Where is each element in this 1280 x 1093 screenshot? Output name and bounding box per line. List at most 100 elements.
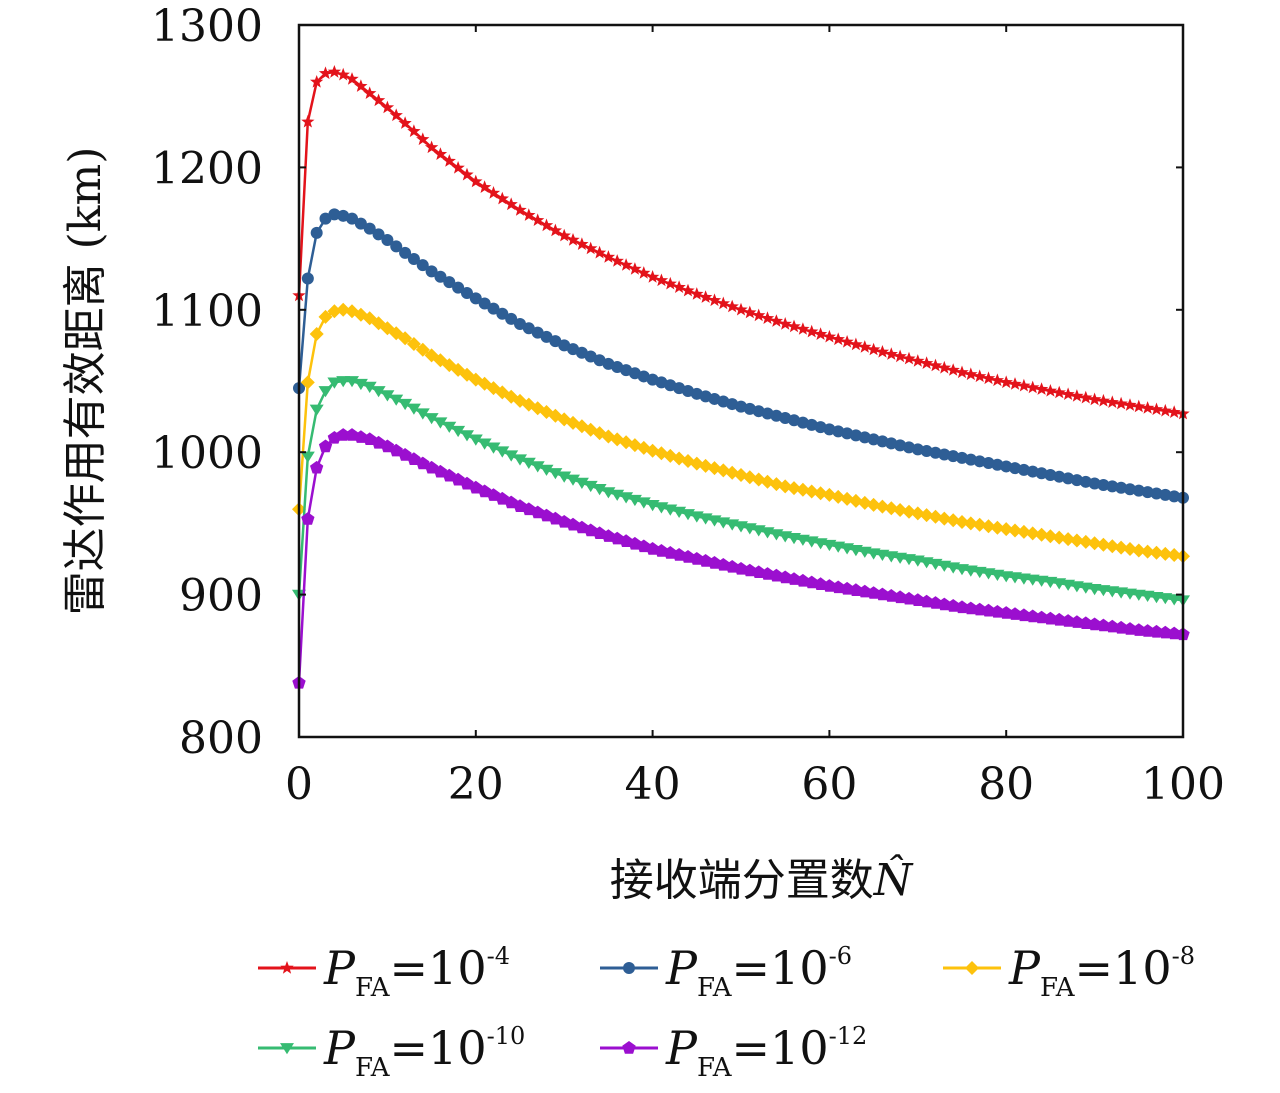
y-tick-label: 1100 [151,286,263,337]
legend-label-main: P [323,1021,356,1075]
data-point [1140,544,1155,559]
data-point [1141,401,1155,414]
data-point [478,180,492,193]
legend-label-sub: FA [355,1053,391,1083]
data-point [610,254,624,267]
data-point [1043,529,1058,544]
data-point [937,511,952,526]
data-point [354,217,367,230]
data-point [955,365,969,379]
data-point [389,394,404,406]
data-point [407,253,420,266]
data-point [795,482,810,497]
data-point [1061,387,1075,400]
data-point [495,446,510,458]
data-point [353,378,368,391]
legend-label-sub: FA [355,973,391,1003]
data-point [1159,488,1172,501]
legend-label-main: P [665,941,698,995]
data-point [1052,385,1066,399]
data-point [1034,527,1049,542]
data-point [398,398,413,411]
legend-label: PFA=10-8 [1008,941,1195,1003]
legend-label: PFA=10-6 [665,941,852,1003]
data-point [424,140,439,154]
legend-label-main: P [323,941,356,995]
data-point [407,124,421,137]
data-point [318,309,333,324]
data-point [1158,546,1173,561]
data-point [381,234,394,247]
data-point [521,457,536,469]
data-point [1052,612,1066,626]
data-point [486,442,501,454]
data-point [583,480,598,493]
data-point [1026,380,1040,394]
data-point [1150,487,1163,500]
series-3 [292,376,1190,607]
data-point [416,132,430,146]
legend-item: PFA=10-12 [600,1021,867,1083]
data-point [663,276,677,290]
data-point [336,67,350,81]
data-point [955,515,969,529]
data-point [645,270,660,283]
data-point [415,342,430,357]
data-point [416,259,429,272]
data-point [531,213,545,226]
data-point [805,324,819,338]
data-point [380,100,395,114]
data-point [964,367,978,381]
data-point [1132,399,1146,413]
data-point [496,307,509,320]
data-point [928,358,943,372]
data-point [310,226,323,239]
data-point [796,322,810,335]
data-point [575,237,589,250]
data-point [787,481,801,496]
legend-label-exp: -12 [829,1022,868,1050]
series-0 [292,65,1190,420]
data-point [628,262,642,275]
legend-label-sub: FA [1040,973,1076,1003]
data-point [778,317,792,330]
data-point [434,270,447,283]
data-point [574,477,589,489]
data-point [327,377,342,389]
data-point [1123,483,1136,496]
legend-label: PFA=10-12 [665,1021,867,1083]
data-point [584,241,598,255]
data-point [1158,403,1172,417]
data-point [884,347,898,360]
data-point [672,280,686,293]
data-point [301,512,315,525]
data-point [327,304,342,319]
series-4 [292,428,1190,689]
series-layer [292,65,1190,689]
data-point [725,299,739,313]
data-point [398,116,412,129]
data-point [1016,524,1031,539]
data-point [981,519,996,534]
data-point [911,354,925,367]
data-point [336,302,351,317]
data-point [1052,530,1067,545]
data-point [760,311,775,324]
data-point [1149,545,1164,560]
data-point [1168,490,1181,503]
data-point [327,65,341,78]
data-point [310,75,324,88]
data-point [478,297,491,310]
data-point [787,319,801,333]
data-point [999,522,1014,537]
data-point [548,468,563,480]
x-tick-label: 20 [448,759,504,810]
data-point [1087,392,1102,406]
data-point [919,508,934,523]
data-point [831,332,845,346]
data-point [813,327,828,340]
data-point [346,212,359,225]
data-point [813,486,828,501]
data-point [804,484,819,499]
